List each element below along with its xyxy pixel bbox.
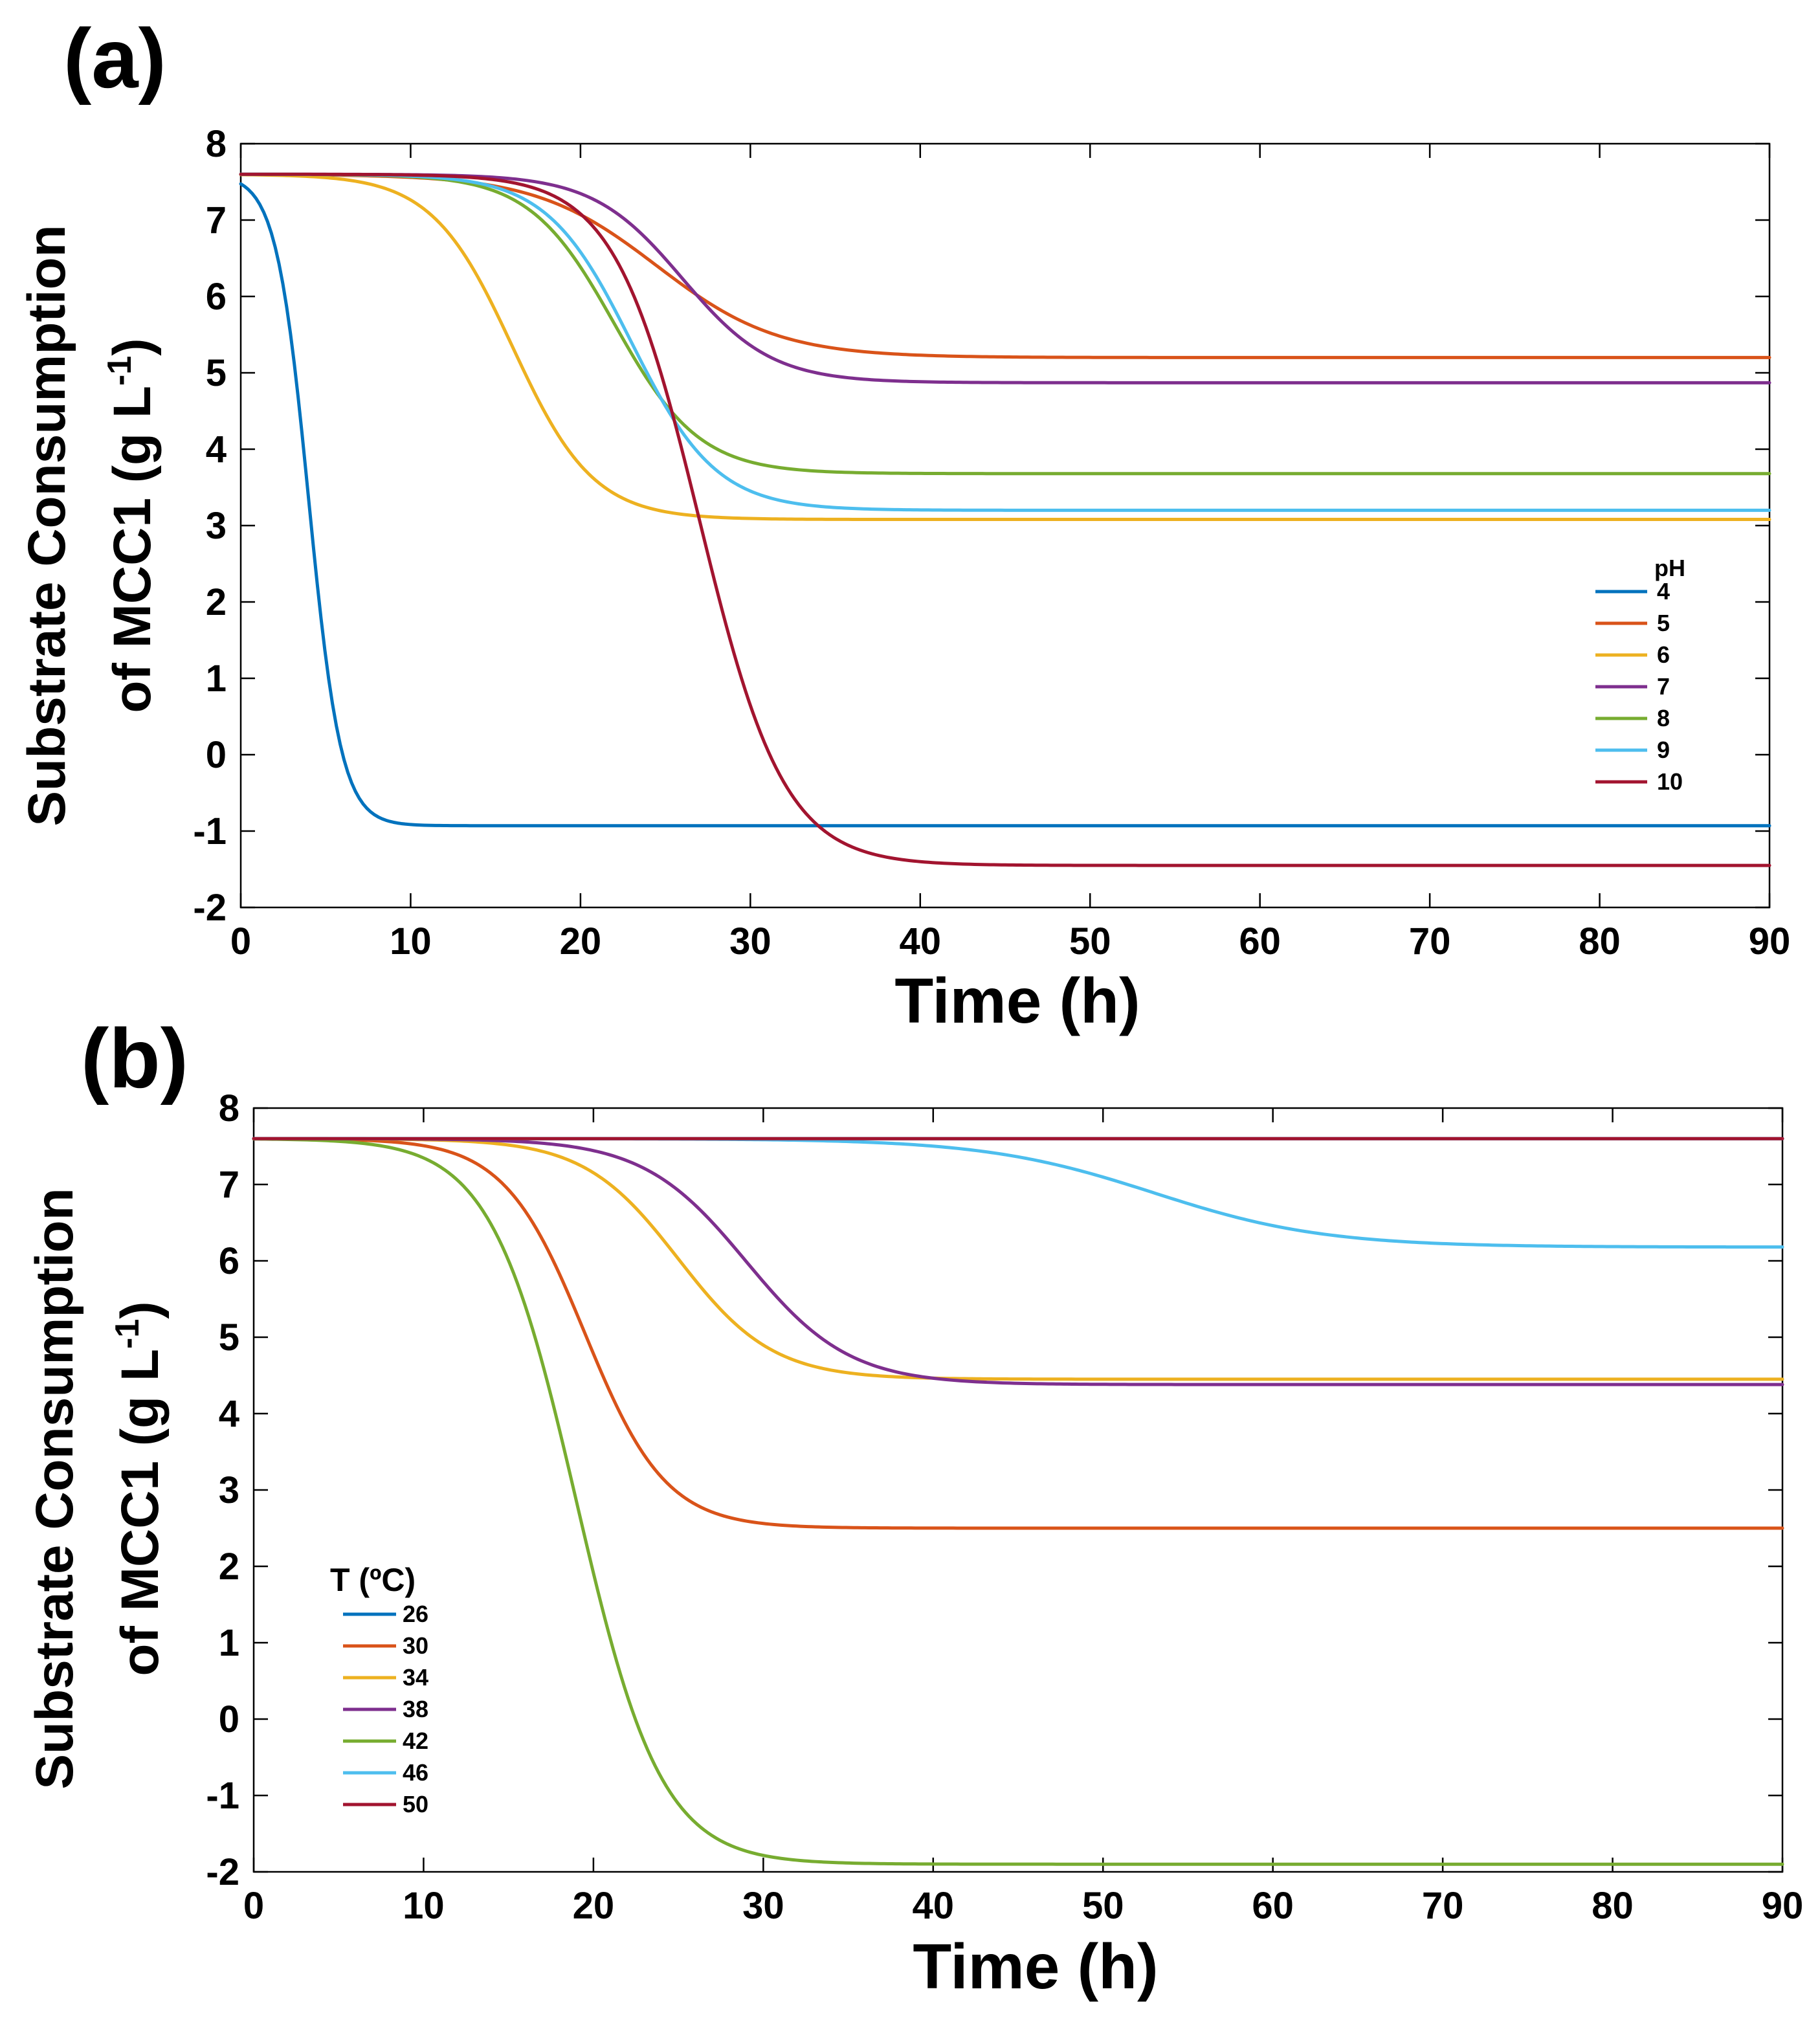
panel-b-y-tick-label: 4	[219, 1393, 239, 1435]
panel-b-series-38-line	[252, 1137, 1784, 1386]
panel-b-x-tick-label: 60	[1252, 1885, 1294, 1927]
panel-a-series	[239, 172, 1771, 867]
panel-b-series-46-line	[252, 1137, 1784, 1249]
panel-b-series	[252, 1137, 1784, 1866]
panel-a-legend-label-7: 7	[1657, 673, 1670, 700]
panel-a-x-tick-label: 50	[1069, 920, 1111, 962]
panel-a-series-4-line	[239, 182, 1771, 828]
panel-b-x-tick-label: 20	[573, 1885, 615, 1927]
panel-b-x-axis-label: Time (h)	[913, 1931, 1158, 2002]
panel-b-y-tick-label: -1	[206, 1775, 239, 1817]
panel-a-series-7-line	[239, 172, 1771, 384]
panel-b-series-30-line	[252, 1137, 1784, 1530]
panel-a-legend-title: pH	[1654, 555, 1685, 581]
panel-b-y-tick-label: 7	[219, 1164, 239, 1206]
panel-b-x-tick-label: 50	[1082, 1885, 1124, 1927]
panel-a-x-axis-label: Time (h)	[894, 965, 1140, 1036]
panel-a-x-tick-label: 90	[1749, 920, 1791, 962]
panel-a-y-tick-label: 0	[206, 734, 227, 776]
panel-b-legend-label-26: 26	[403, 1601, 428, 1627]
panel-b-y-tick-label: 3	[219, 1469, 239, 1511]
panel-b-y-label-line2: of MCC1 (g L-1)	[109, 1301, 170, 1676]
panel-a-series-8-line	[239, 172, 1771, 476]
panel-b-y-tick-label: 8	[219, 1087, 239, 1129]
panel-b-y-tick-label: 0	[219, 1698, 239, 1740]
panel-b-legend-label-50: 50	[403, 1791, 428, 1817]
panel-a-y-tick-label: 8	[206, 123, 227, 165]
panel-a-x-tick-label: 20	[560, 920, 602, 962]
panel-b-legend: T (ºC) 26 30 34 38 42 46 50	[330, 1562, 428, 1817]
panel-a-x-tick-label: 80	[1579, 920, 1621, 962]
panel-a-x-tick-label: 70	[1409, 920, 1451, 962]
panel-a-axes: 0 10 20 30 40 50 60 70 80 90 -2 -1 0 1 2 3 4 5 6 7 8	[193, 123, 1790, 962]
panel-a-label: (a)	[63, 11, 166, 106]
panel-a-y-tick-label: -1	[193, 810, 227, 852]
panel-b-legend-title: T (ºC)	[330, 1562, 416, 1598]
panel-b-y-tick-label: 6	[219, 1240, 239, 1282]
panel-a-y-tick-label: 3	[206, 505, 227, 547]
panel-b-y-tick-label: 2	[219, 1546, 239, 1588]
panel-a-y-tick-label: 6	[206, 276, 227, 318]
panel-b-x-tick-label: 10	[403, 1885, 445, 1927]
panel-b-series-42-line	[252, 1137, 1784, 1866]
panel-b-label: (b)	[81, 1011, 188, 1105]
panel-b-legend-label-46: 46	[403, 1759, 428, 1786]
panel-a-y-label-line2: of MCC1 (g L-1)	[101, 338, 162, 713]
panel-b-y-tick-label: 1	[219, 1622, 239, 1664]
panel-a-legend-label-5: 5	[1657, 610, 1670, 636]
panel-a-legend-label-10: 10	[1657, 768, 1683, 795]
panel-b-legend-label-42: 42	[403, 1728, 428, 1754]
panel-b-x-tick-label: 80	[1592, 1885, 1634, 1927]
panel-b-x-tick-label: 40	[913, 1885, 955, 1927]
panel-a: (a) 0 10 20 30 40 50 60 70 80 90 -2 -1 0 1 2 3 4 5 6 7 8 Tim…	[17, 11, 1790, 1036]
panel-a-y-tick-label: 1	[206, 658, 227, 700]
panel-b-x-tick-label: 90	[1762, 1885, 1804, 1927]
panel-a-series-9-line	[239, 172, 1771, 512]
panel-a-x-tick-label: 10	[390, 920, 432, 962]
panel-a-y-tick-label: 4	[206, 428, 227, 471]
panel-a-legend: pH 4 5 6 7 8 9 10	[1595, 555, 1685, 795]
panel-a-y-axis-label: Substrate Consumption	[17, 225, 76, 826]
panel-b-series-34-line	[252, 1137, 1784, 1381]
panel-a-series-10-line	[239, 172, 1771, 867]
panel-a-legend-label-6: 6	[1657, 641, 1670, 668]
panel-b-legend-label-34: 34	[403, 1664, 428, 1691]
panel-b-y-axis-label: Substrate Consumption	[25, 1188, 84, 1789]
panel-a-y-tick-label: -2	[193, 887, 227, 929]
panel-a-plot-frame	[239, 142, 1771, 909]
panel-a-legend-label-8: 8	[1657, 705, 1670, 731]
panel-b-y-tick-label: 5	[219, 1317, 239, 1359]
panel-b-y-axis-label-2: of MCC1 (g L-1)	[109, 1301, 170, 1676]
panel-a-x-tick-label: 40	[900, 920, 942, 962]
panel-b-legend-label-30: 30	[403, 1632, 428, 1659]
panel-a-y-label-line1: Substrate Consumption	[17, 225, 76, 826]
panel-a-y-axis-label-2: of MCC1 (g L-1)	[101, 338, 162, 713]
panel-a-x-tick-label: 60	[1239, 920, 1281, 962]
panel-a-y-tick-label: 5	[206, 352, 227, 394]
panel-a-x-tick-label: 30	[729, 920, 771, 962]
panel-b-x-tick-label: 70	[1422, 1885, 1464, 1927]
panel-b-legend-label-38: 38	[403, 1696, 428, 1722]
panel-b-x-tick-label: 30	[742, 1885, 784, 1927]
panel-a-legend-label-4: 4	[1657, 578, 1670, 605]
panel-a-x-tick-label: 0	[230, 920, 251, 962]
panel-b-y-tick-label: -2	[206, 1851, 239, 1893]
panel-b-x-tick-label: 0	[243, 1885, 264, 1927]
panel-a-y-tick-label: 2	[206, 581, 227, 623]
panel-b-plot-frame	[252, 1107, 1784, 1873]
panel-a-legend-label-9: 9	[1657, 737, 1670, 763]
panel-b-y-label-line1: Substrate Consumption	[25, 1188, 84, 1789]
panel-a-y-tick-label: 7	[206, 199, 227, 241]
panel-a-series-6-line	[239, 173, 1771, 522]
